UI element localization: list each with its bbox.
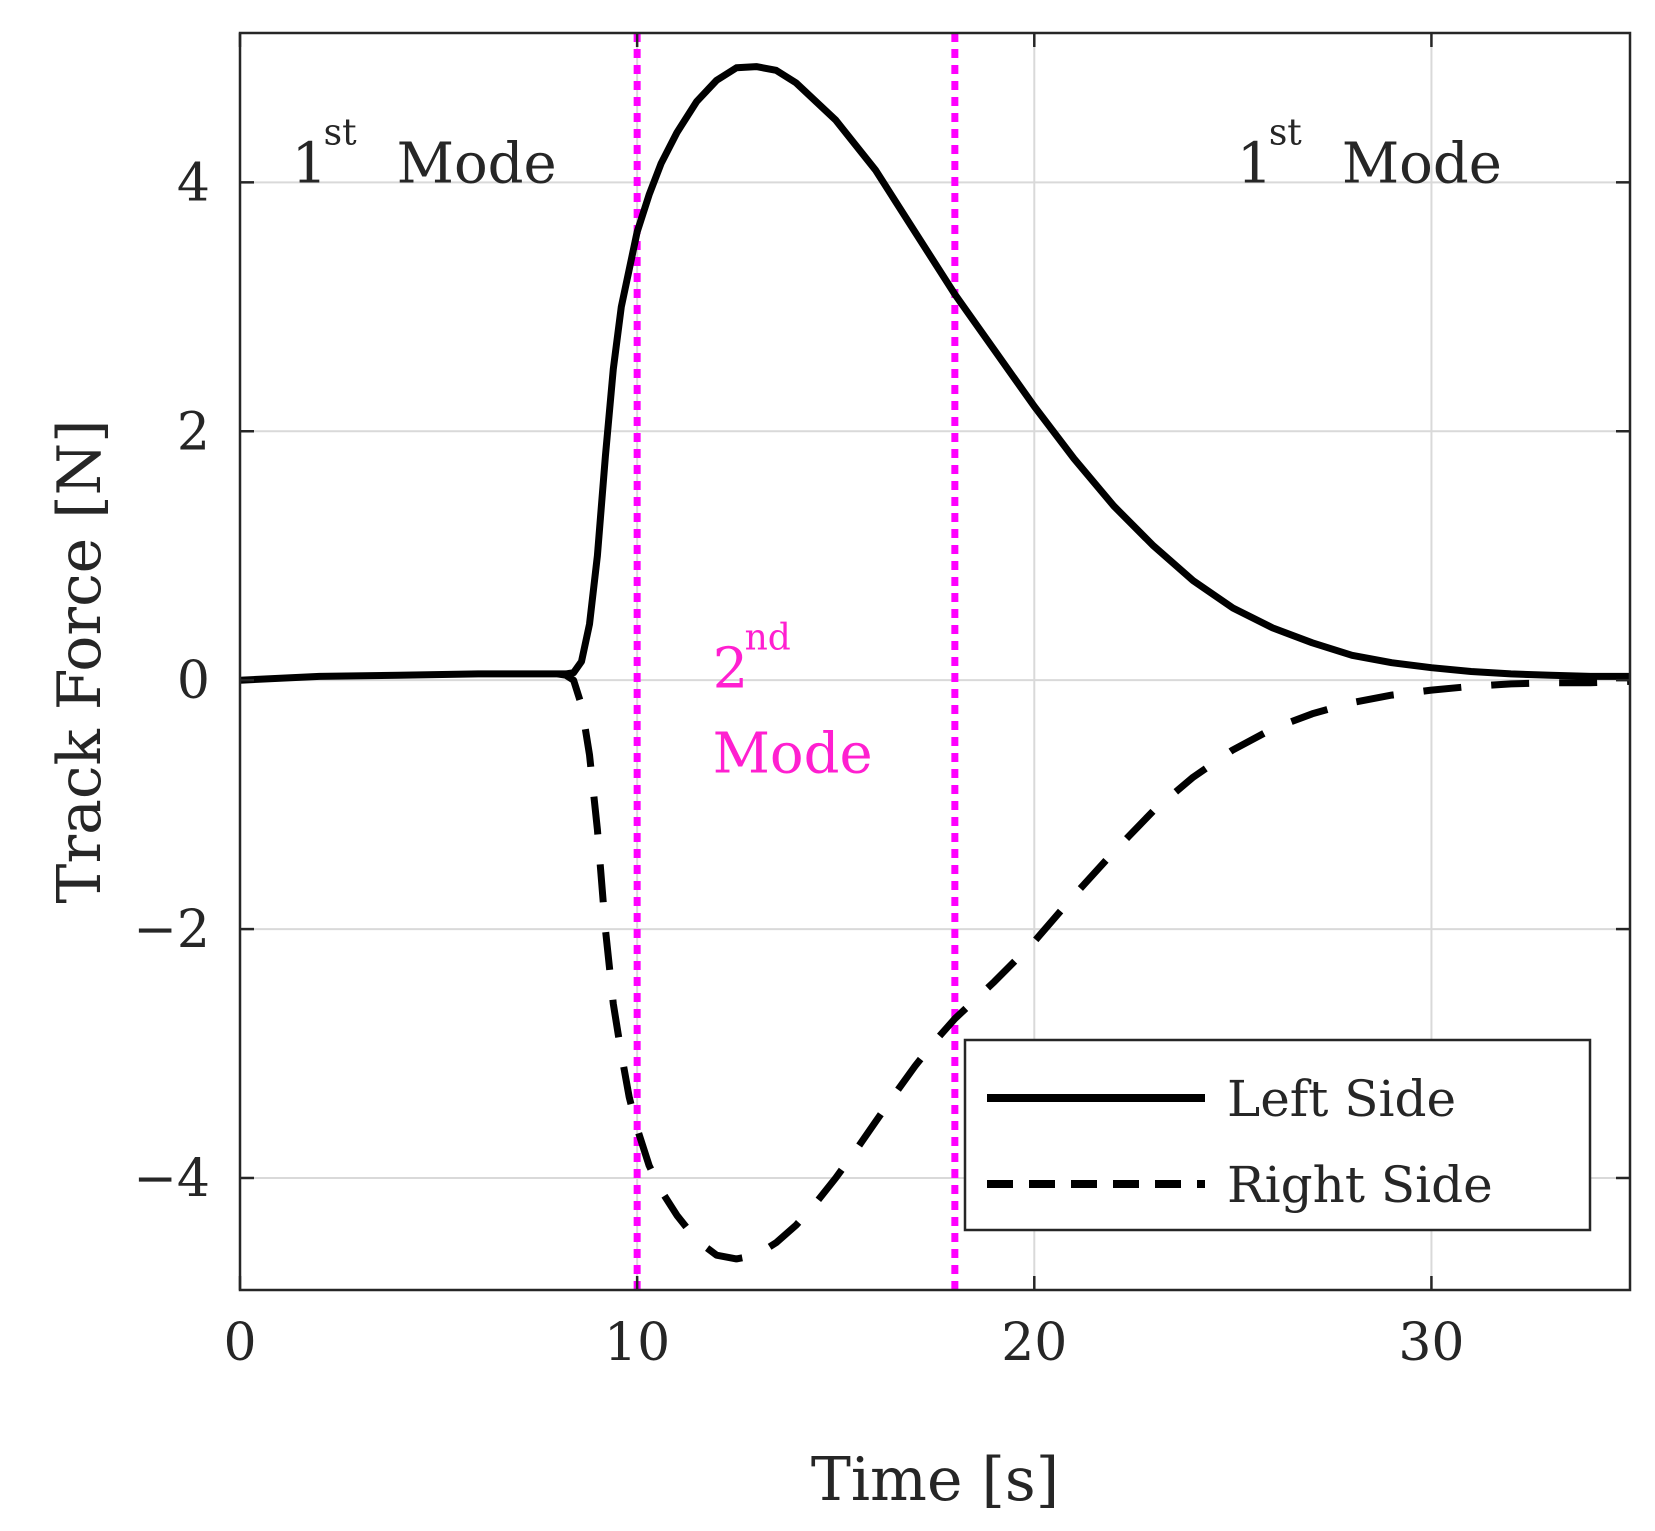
legend-label-left-side: Left Side bbox=[1227, 1070, 1456, 1128]
mode-label-number: 1 bbox=[1237, 131, 1273, 196]
mode-label-word: Mode bbox=[397, 131, 557, 196]
mode-label-mode1_right: 1st Mode bbox=[1237, 112, 1502, 196]
mode-label-word: Mode bbox=[1342, 131, 1502, 196]
mode-label-superscript: st bbox=[1269, 112, 1302, 153]
mode-label-number: 1 bbox=[292, 131, 328, 196]
y-tick-labels: −4 −2 0 2 4 bbox=[133, 153, 210, 1209]
series-line-right-side bbox=[557, 670, 1631, 1263]
y-tick-label-4: 4 bbox=[177, 153, 210, 213]
x-tick-label-2: 20 bbox=[1001, 1313, 1067, 1373]
y-tick-label-0: −4 bbox=[133, 1149, 210, 1209]
y-tick-label-2: 0 bbox=[177, 651, 210, 711]
y-axis-label: Track Force [N] bbox=[45, 419, 115, 903]
tick-marks bbox=[238, 33, 1630, 1290]
series-group bbox=[239, 63, 1631, 1263]
legend-label-right-side: Right Side bbox=[1227, 1156, 1493, 1214]
plot-frame bbox=[238, 31, 1632, 1292]
mode-label-mode1_left: 1st Mode bbox=[292, 112, 557, 196]
mode-label-2-number: 2 bbox=[713, 636, 749, 701]
legend-box bbox=[963, 1038, 1592, 1232]
series-line-left-side bbox=[239, 63, 1630, 684]
mode-label-2-superscript: nd bbox=[745, 617, 791, 658]
y-tick-label-1: −2 bbox=[133, 900, 210, 960]
mode-label-2-word: Mode bbox=[713, 721, 873, 786]
x-tick-label-3: 30 bbox=[1398, 1313, 1464, 1373]
x-tick-labels: 0 10 20 30 bbox=[223, 1313, 1464, 1373]
y-tick-label-3: 2 bbox=[177, 402, 210, 462]
mode-label-superscript: st bbox=[324, 112, 357, 153]
x-tick-label-0: 0 bbox=[223, 1313, 256, 1373]
x-tick-label-1: 10 bbox=[604, 1313, 670, 1373]
x-axis-label: Time [s] bbox=[811, 1445, 1059, 1515]
legend: Left Side Right Side bbox=[963, 1038, 1592, 1232]
